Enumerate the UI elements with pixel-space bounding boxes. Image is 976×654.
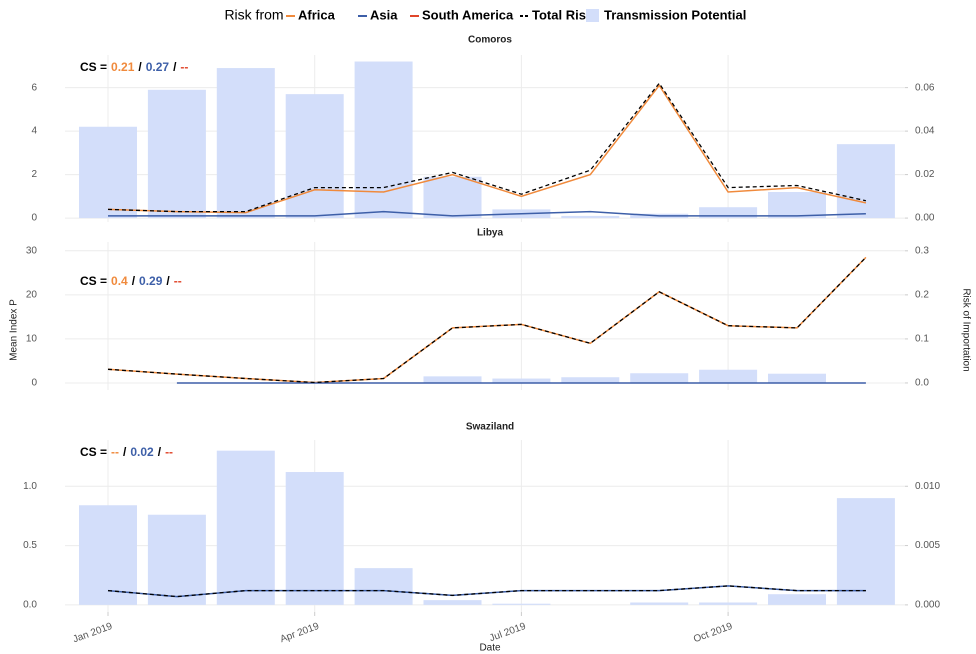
bar xyxy=(423,376,482,383)
y2-tick-label: 0.00 xyxy=(915,213,935,224)
y-tick-label: 6 xyxy=(31,82,37,93)
legend-label: Asia xyxy=(370,7,398,22)
bar xyxy=(768,594,826,605)
legend-swatch xyxy=(586,9,599,22)
bar xyxy=(699,369,758,383)
bar xyxy=(216,450,275,605)
bar xyxy=(216,68,275,219)
cs-separator: / xyxy=(123,445,127,459)
cs-value: 0.29 xyxy=(139,274,163,288)
bar xyxy=(354,568,413,605)
bar xyxy=(492,603,551,605)
bar xyxy=(423,600,482,605)
y-tick-label: 4 xyxy=(31,126,37,137)
cs-separator: / xyxy=(173,60,177,74)
cs-value: 0.27 xyxy=(146,60,170,74)
bar xyxy=(492,378,551,383)
cs-value: 0.02 xyxy=(130,445,154,459)
panel-title: Libya xyxy=(477,228,504,239)
y2-tick-label: 0.000 xyxy=(915,600,940,611)
cs-label: CS = xyxy=(80,274,107,288)
y-tick-label: 0 xyxy=(31,213,37,224)
y2-tick-label: 0.1 xyxy=(915,334,929,345)
y-axis-title: Mean Index P xyxy=(9,299,20,361)
y2-axis-title: Risk of Importation xyxy=(960,288,971,371)
legend-label: South America xyxy=(422,7,514,22)
y-tick-label: 2 xyxy=(31,169,37,180)
y-tick-label: 10 xyxy=(26,334,38,345)
risk-line xyxy=(107,256,867,384)
cs-label: CS = xyxy=(80,60,107,74)
y2-tick-label: 0.010 xyxy=(915,481,940,492)
y2-tick-label: 0.04 xyxy=(915,126,935,137)
bar xyxy=(79,505,137,605)
legend-label: Total Risk xyxy=(532,7,594,22)
bar xyxy=(561,377,620,383)
bar xyxy=(354,61,413,219)
x-axis-title: Date xyxy=(479,643,501,654)
y2-tick-label: 0.005 xyxy=(915,540,940,551)
cs-value: 0.4 xyxy=(111,274,128,288)
cs-value: -- xyxy=(180,60,188,74)
risk-line xyxy=(107,84,867,214)
bar xyxy=(561,215,620,219)
x-tick-label: Jul 2019 xyxy=(488,621,528,644)
panel-title: Swaziland xyxy=(466,422,514,433)
y2-tick-label: 0.0 xyxy=(915,378,929,389)
legend-title: Risk from xyxy=(224,7,283,23)
bar xyxy=(768,373,826,383)
bar xyxy=(630,602,689,605)
risk-line xyxy=(108,210,866,217)
x-tick-label: Oct 2019 xyxy=(692,621,734,645)
y-tick-label: 0.5 xyxy=(23,540,37,551)
bar xyxy=(630,373,689,383)
y-tick-label: 0 xyxy=(31,378,37,389)
cs-value: -- xyxy=(174,274,182,288)
x-tick-label: Apr 2019 xyxy=(279,621,321,645)
bar xyxy=(147,89,206,219)
y2-tick-label: 0.3 xyxy=(915,245,929,256)
cs-separator: / xyxy=(166,274,170,288)
cs-separator: / xyxy=(132,274,136,288)
bar xyxy=(147,514,206,605)
cs-label: CS = xyxy=(80,445,107,459)
risk-line xyxy=(107,82,867,213)
panel-title: Comoros xyxy=(468,35,512,46)
legend-label: Transmission Potential xyxy=(604,7,746,22)
bar xyxy=(768,191,826,219)
bar xyxy=(79,126,137,219)
y-tick-label: 30 xyxy=(26,245,38,256)
bar xyxy=(285,472,344,605)
y-tick-label: 1.0 xyxy=(23,481,37,492)
y-tick-label: 0.0 xyxy=(23,600,37,611)
legend-label: Africa xyxy=(298,7,336,22)
risk-line xyxy=(107,585,866,598)
cs-value: -- xyxy=(165,445,173,459)
bar xyxy=(285,94,344,219)
cs-separator: / xyxy=(138,60,142,74)
y2-tick-label: 0.02 xyxy=(915,169,935,180)
bar xyxy=(699,207,758,219)
y2-tick-label: 0.2 xyxy=(915,289,929,300)
bar xyxy=(836,498,895,605)
bar xyxy=(423,176,482,219)
risk-line xyxy=(107,256,867,384)
y-tick-label: 20 xyxy=(26,289,38,300)
x-tick-label: Jan 2019 xyxy=(71,621,114,646)
cs-value: 0.21 xyxy=(111,60,135,74)
bar xyxy=(699,602,758,605)
cs-value: -- xyxy=(111,445,119,459)
bar xyxy=(836,144,895,219)
y2-tick-label: 0.06 xyxy=(915,82,935,93)
cs-separator: / xyxy=(158,445,162,459)
